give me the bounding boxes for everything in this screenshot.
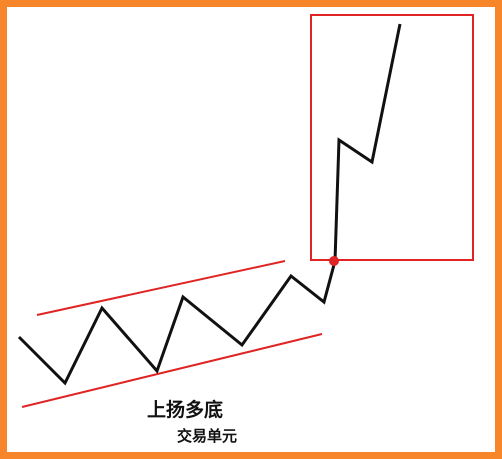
breakout-point xyxy=(329,256,339,266)
pattern-label: 上扬多底 xyxy=(147,395,223,422)
upper-channel-line xyxy=(37,261,285,315)
price-zigzag-line xyxy=(19,24,400,383)
trading-unit-label: 交易单元 xyxy=(177,425,237,446)
